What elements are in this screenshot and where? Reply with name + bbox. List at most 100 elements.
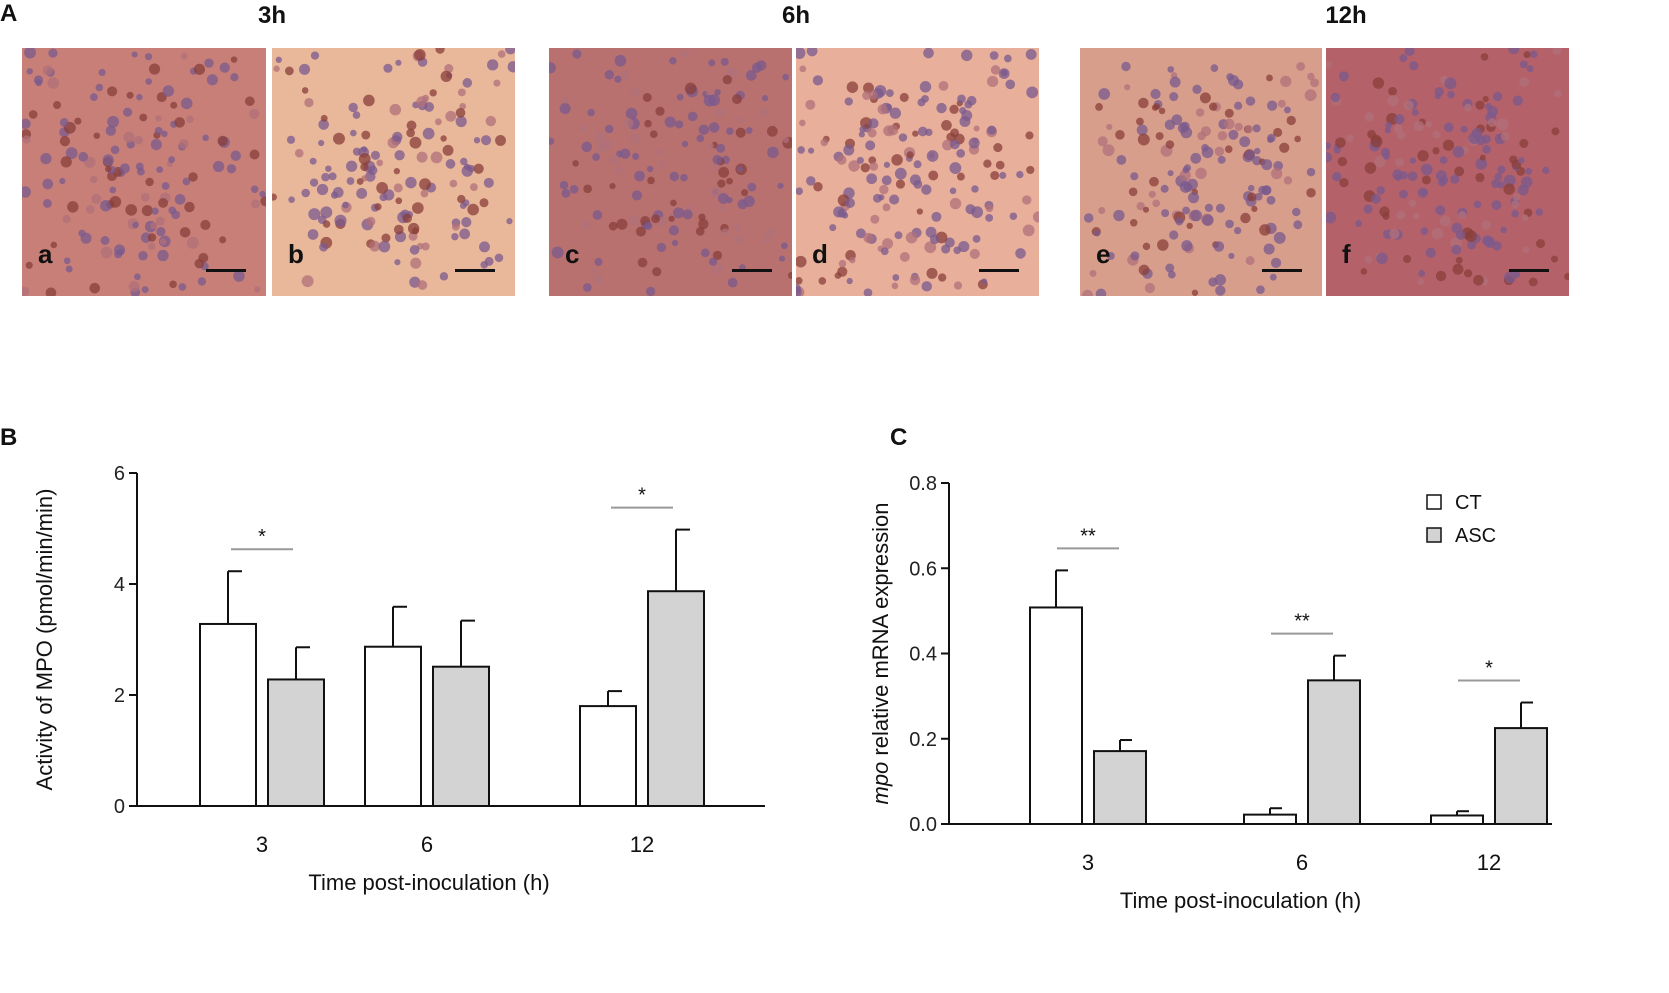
cell-nucleus bbox=[352, 111, 361, 119]
cell-nucleus bbox=[186, 115, 194, 124]
cell-nucleus bbox=[937, 273, 947, 282]
cell-nucleus bbox=[578, 124, 586, 132]
cell-nucleus bbox=[1025, 49, 1037, 60]
cell-nucleus bbox=[1106, 123, 1113, 130]
cell-nucleus bbox=[310, 51, 320, 60]
cell-nucleus bbox=[1399, 189, 1408, 199]
cell-nucleus bbox=[867, 128, 877, 138]
cell-nucleus bbox=[581, 219, 590, 229]
cell-nucleus bbox=[1160, 184, 1169, 193]
cell-nucleus bbox=[882, 238, 894, 250]
cell-nucleus bbox=[1455, 256, 1463, 264]
cell-nucleus bbox=[1228, 252, 1235, 260]
cell-nucleus bbox=[460, 157, 468, 166]
cell-nucleus bbox=[145, 78, 152, 85]
cell-nucleus bbox=[26, 68, 33, 75]
cell-nucleus bbox=[645, 286, 656, 296]
cell-nucleus bbox=[369, 240, 381, 252]
cell-nucleus bbox=[766, 125, 778, 137]
cell-nucleus bbox=[318, 139, 325, 147]
cell-nucleus bbox=[873, 193, 882, 203]
cell-nucleus bbox=[1095, 288, 1107, 296]
cell-nucleus bbox=[981, 278, 988, 285]
legend-swatch-CT bbox=[1426, 494, 1442, 510]
cell-nucleus bbox=[942, 139, 953, 151]
cell-nucleus bbox=[869, 161, 879, 171]
cell-nucleus bbox=[63, 257, 71, 265]
cell-nucleus bbox=[1149, 176, 1159, 187]
cell-nucleus bbox=[1150, 88, 1161, 100]
bar-series1-12 bbox=[647, 590, 705, 807]
micrograph-e-texture bbox=[1080, 48, 1322, 296]
x-tick-label: 12 bbox=[630, 832, 654, 857]
cell-nucleus bbox=[1267, 133, 1276, 143]
cell-nucleus bbox=[895, 179, 906, 189]
cell-nucleus bbox=[1167, 270, 1176, 279]
cell-nucleus bbox=[461, 217, 472, 228]
cell-nucleus bbox=[260, 196, 266, 207]
cell-nucleus bbox=[582, 283, 592, 292]
cell-nucleus bbox=[1158, 107, 1166, 115]
cell-nucleus bbox=[1228, 129, 1239, 140]
cell-nucleus bbox=[1338, 71, 1349, 82]
cell-nucleus bbox=[957, 94, 966, 104]
cell-nucleus bbox=[352, 147, 361, 156]
cell-nucleus bbox=[559, 180, 569, 190]
cell-nucleus bbox=[929, 234, 940, 245]
cell-nucleus bbox=[286, 135, 296, 144]
cell-nucleus bbox=[230, 73, 239, 82]
cell-nucleus bbox=[866, 173, 878, 185]
cell-nucleus bbox=[926, 267, 938, 279]
cell-nucleus bbox=[230, 56, 238, 63]
cell-nucleus bbox=[1179, 169, 1191, 181]
cell-nucleus bbox=[684, 82, 697, 95]
cell-nucleus bbox=[445, 110, 457, 122]
cell-nucleus bbox=[1224, 145, 1233, 153]
cell-nucleus bbox=[48, 48, 58, 58]
cell-nucleus bbox=[572, 49, 582, 59]
cell-nucleus bbox=[139, 113, 148, 122]
cell-nucleus bbox=[1552, 48, 1562, 55]
cell-nucleus bbox=[718, 204, 726, 212]
cell-nucleus bbox=[999, 171, 1007, 179]
cell-nucleus bbox=[721, 228, 730, 236]
cell-nucleus bbox=[1409, 157, 1416, 164]
cell-nucleus bbox=[1468, 132, 1480, 144]
cell-nucleus bbox=[1452, 263, 1464, 275]
micrograph-c-texture bbox=[549, 48, 792, 296]
cell-nucleus bbox=[1512, 95, 1523, 106]
cell-nucleus bbox=[898, 133, 908, 142]
cell-nucleus bbox=[985, 213, 994, 222]
cell-nucleus bbox=[319, 242, 328, 252]
cell-nucleus bbox=[806, 176, 816, 186]
cell-nucleus bbox=[716, 143, 726, 153]
x-axis-label: Time post-inoculation (h) bbox=[1120, 888, 1361, 913]
cell-nucleus bbox=[796, 187, 803, 195]
cell-nucleus bbox=[180, 97, 193, 110]
cell-nucleus bbox=[249, 149, 260, 160]
cell-nucleus bbox=[1376, 252, 1388, 265]
cell-nucleus bbox=[891, 154, 903, 166]
cell-nucleus bbox=[1240, 212, 1251, 224]
cell-nucleus bbox=[1518, 157, 1525, 164]
cell-nucleus bbox=[700, 248, 710, 258]
cell-nucleus bbox=[655, 106, 665, 116]
cell-nucleus bbox=[395, 59, 402, 66]
cell-nucleus bbox=[782, 136, 790, 144]
cell-nucleus bbox=[1245, 150, 1256, 161]
cell-nucleus bbox=[1254, 192, 1263, 201]
cell-nucleus bbox=[834, 272, 842, 279]
cell-nucleus bbox=[609, 154, 620, 165]
cell-nucleus bbox=[42, 178, 54, 190]
cell-nucleus bbox=[1332, 172, 1342, 182]
cell-nucleus bbox=[1553, 89, 1562, 98]
cell-nucleus bbox=[949, 197, 962, 210]
time-label-3h: 3h bbox=[257, 2, 287, 29]
cell-nucleus bbox=[493, 79, 501, 87]
cell-nucleus bbox=[1326, 152, 1333, 163]
cell-nucleus bbox=[25, 261, 33, 269]
cell-nucleus bbox=[376, 159, 384, 167]
y-tick-label: 0.4 bbox=[909, 644, 937, 666]
cell-nucleus bbox=[623, 118, 634, 129]
cell-nucleus bbox=[1435, 270, 1447, 282]
